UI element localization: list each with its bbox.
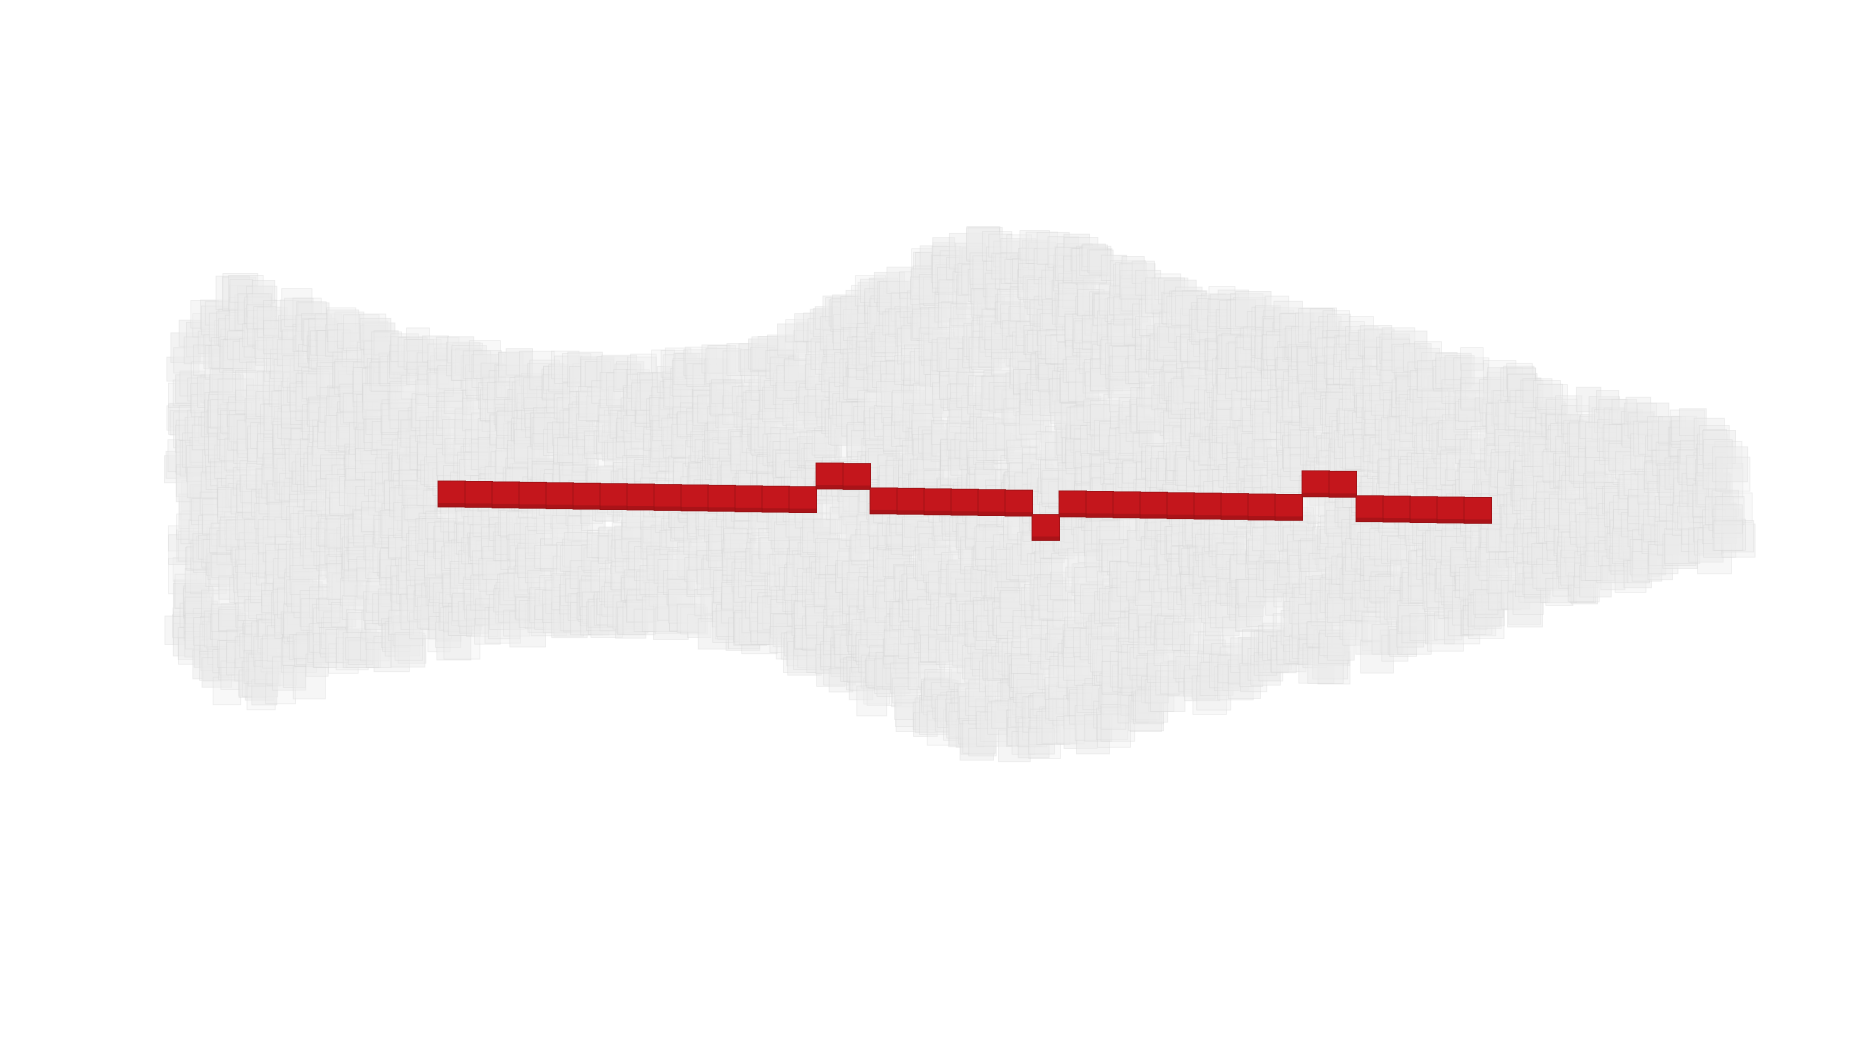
cloud-voxel: [311, 603, 343, 635]
path-voxel-shade: [924, 510, 952, 515]
cloud-voxel: [310, 528, 335, 553]
cloud-voxel: [319, 627, 347, 655]
cloud-voxel: [950, 303, 974, 327]
cloud-voxel: [308, 339, 338, 369]
cloud-voxel: [723, 528, 748, 553]
cloud-voxel: [253, 306, 277, 330]
path-voxel-shade: [735, 507, 763, 512]
cloud-voxel: [308, 623, 339, 653]
path-voxel-shade: [1464, 519, 1492, 524]
cloud-voxel: [312, 633, 348, 668]
path-voxel-shade: [519, 504, 547, 509]
cloud-voxel: [337, 322, 363, 349]
path-voxel-shade: [600, 505, 628, 510]
cloud-voxel: [310, 338, 343, 370]
cloud-voxel: [323, 611, 347, 635]
cloud-voxel: [289, 382, 319, 412]
cloud-voxel: [182, 587, 214, 619]
path-voxel-shade: [1275, 516, 1303, 521]
path-voxel-shade: [1329, 493, 1357, 498]
cloud-voxel: [313, 644, 337, 668]
cloud-voxel: [307, 631, 339, 663]
cloud-voxel: [292, 634, 318, 659]
path-voxel-shade: [951, 511, 979, 516]
cloud-voxel: [344, 518, 374, 548]
cloud-voxel: [282, 664, 306, 688]
path-voxel-shade: [843, 485, 871, 490]
cloud-voxel: [210, 603, 239, 632]
path-voxel-shade: [897, 510, 925, 515]
cloud-voxel: [297, 510, 322, 535]
cloud-voxel: [218, 609, 242, 633]
path-voxel-shade: [1302, 492, 1330, 497]
path-voxel-shade: [789, 508, 817, 513]
path-voxel-shade: [1248, 516, 1276, 520]
path-voxel-shade: [573, 505, 601, 510]
cloud-voxel: [212, 649, 237, 674]
path-voxel-shade: [1437, 519, 1465, 523]
path-voxel-shade: [438, 503, 466, 507]
path-voxel-shade: [1086, 513, 1114, 518]
path-voxel-shade: [1005, 512, 1033, 517]
cloud-voxel: [313, 607, 349, 643]
cloud-voxel: [316, 521, 341, 547]
cloud-voxel: [1712, 520, 1744, 552]
cloud-voxel: [218, 606, 243, 631]
cloud-voxel: [347, 639, 374, 665]
cloud-voxel: [302, 371, 331, 400]
path-voxel-shade: [1410, 518, 1438, 523]
path-voxel-shade: [1167, 514, 1195, 519]
path-voxel-shade: [1113, 513, 1141, 518]
path-voxel-shade: [1194, 515, 1222, 520]
path-voxel-shade: [708, 507, 736, 512]
cloud-voxel: [301, 313, 329, 341]
cloud-voxel: [246, 384, 281, 420]
cloud-voxel: [308, 341, 342, 375]
cloud-voxel: [176, 513, 203, 540]
path-voxel-shade: [870, 509, 898, 514]
cloud-voxel: [255, 340, 281, 366]
path-voxel-shade: [1059, 512, 1087, 517]
cloud-voxel: [306, 373, 334, 401]
path-voxel-shade: [762, 508, 790, 513]
path-voxel-shade: [546, 504, 574, 509]
path-voxel-shade: [654, 506, 682, 511]
cloud-voxel: [217, 640, 246, 669]
cloud-voxel: [212, 676, 242, 706]
cloud-voxel: [305, 653, 329, 677]
path-voxel-shade: [1356, 517, 1384, 522]
path-voxel-shade: [492, 503, 520, 508]
path-voxel-shade: [627, 506, 655, 510]
cloud-voxel: [347, 517, 374, 544]
cloud-voxel: [300, 598, 333, 631]
cloud-voxel: [306, 335, 331, 359]
path-voxel-shade: [1383, 518, 1411, 523]
cloud-voxel: [345, 637, 369, 661]
path-voxel-shade: [681, 506, 709, 511]
path-voxel-shade: [1032, 536, 1060, 541]
cloud-voxel: [310, 627, 337, 653]
path-voxel-shade: [816, 485, 844, 489]
path-voxel-shade: [1221, 515, 1249, 520]
cloud-voxel: [1715, 456, 1751, 492]
path-voxel-shade: [1140, 514, 1168, 519]
path-voxel-shade: [978, 511, 1006, 516]
path-voxel-shade: [465, 503, 493, 508]
cloud-voxel: [346, 525, 376, 555]
cloud-voxel: [309, 330, 336, 356]
